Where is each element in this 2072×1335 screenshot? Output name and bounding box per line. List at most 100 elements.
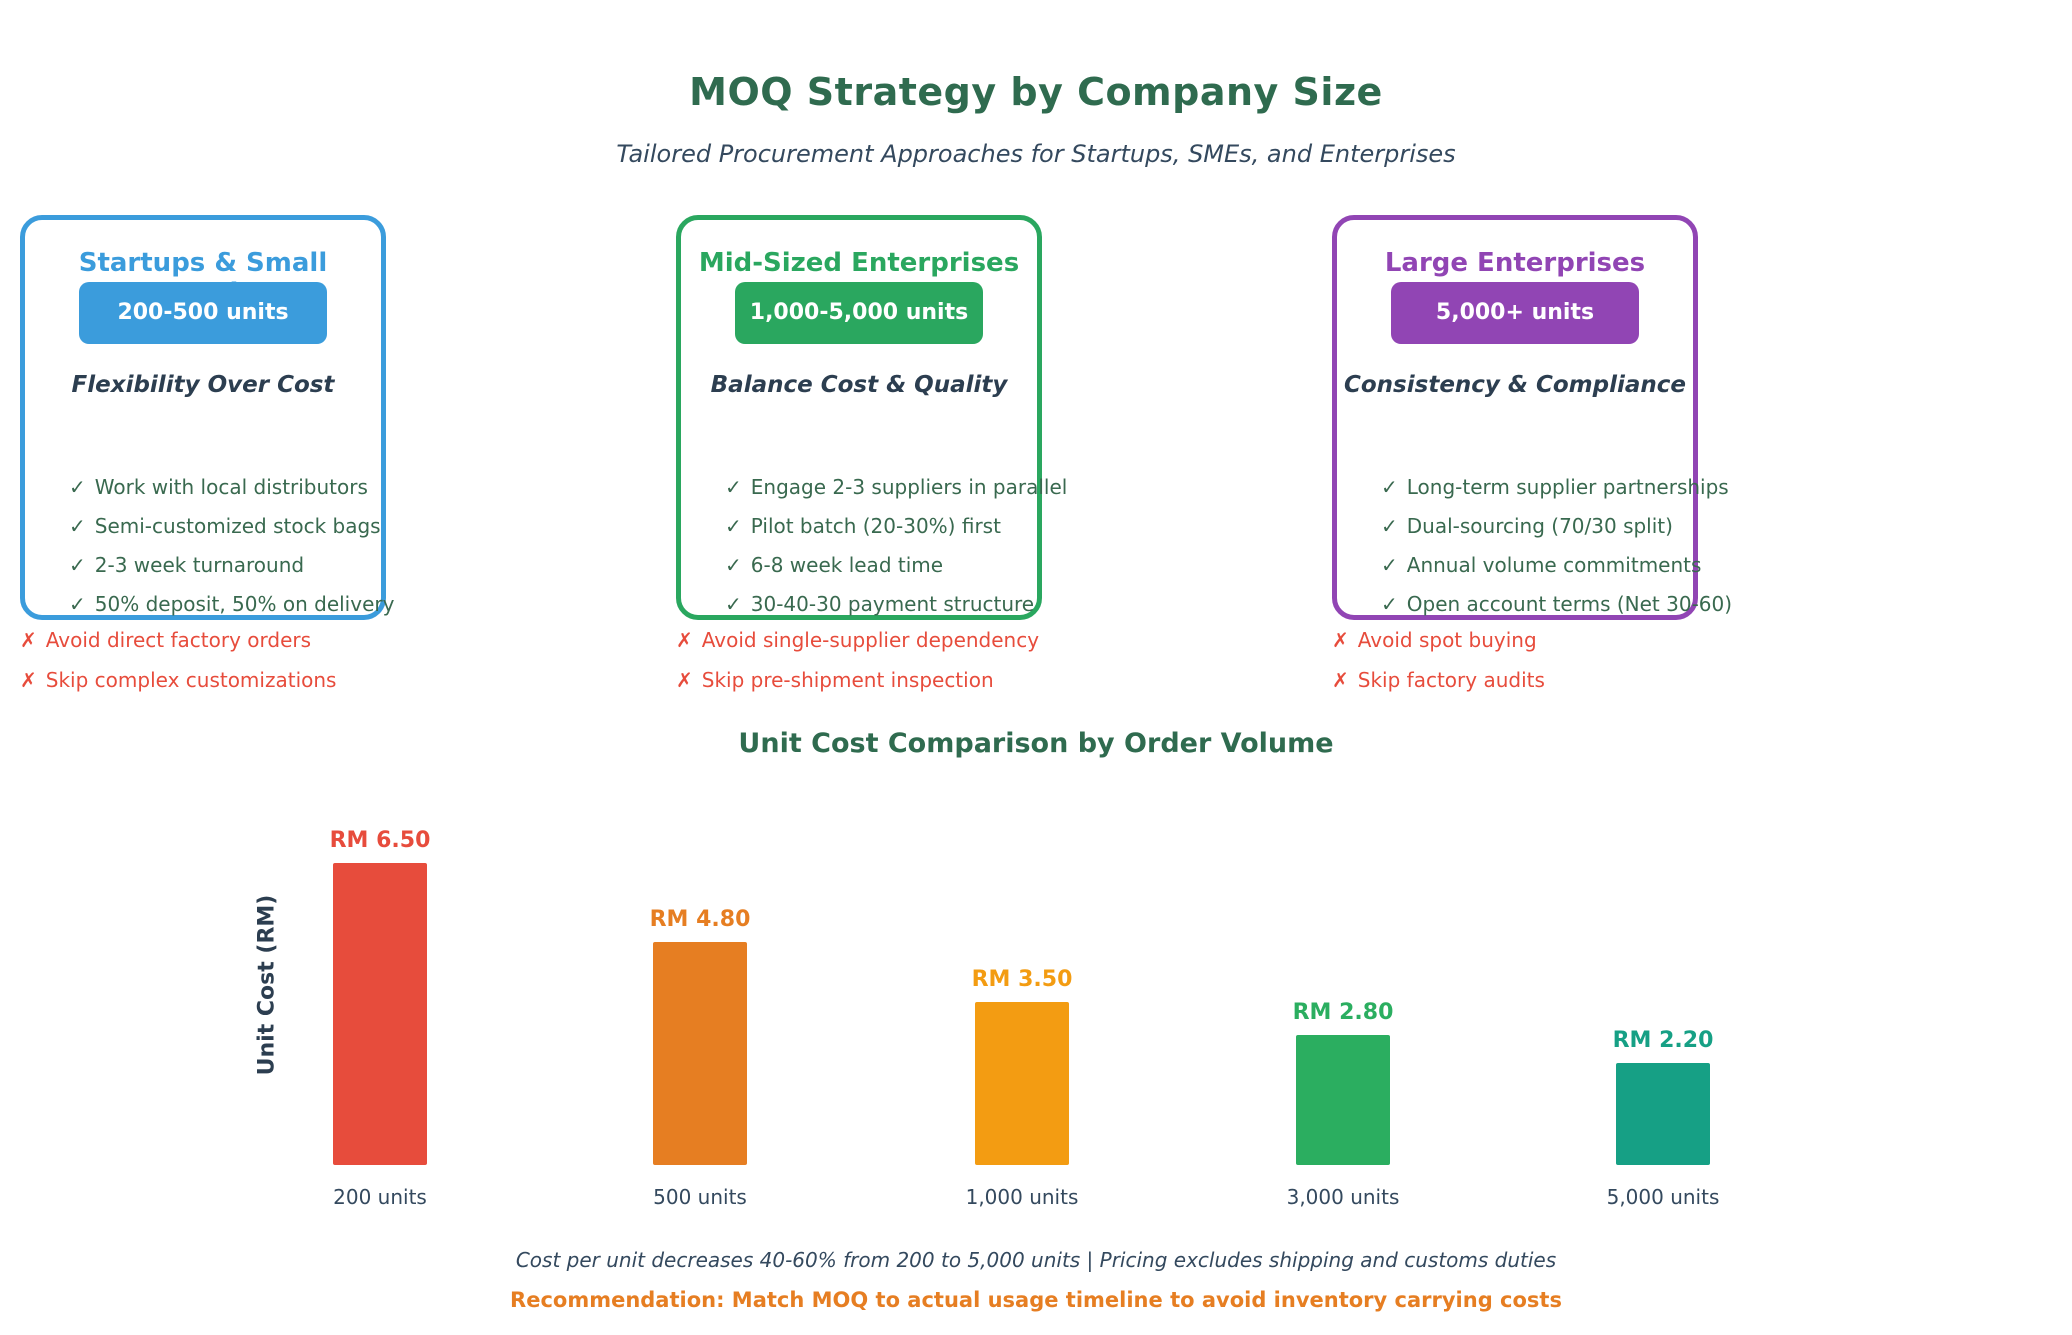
dont-item: ✗ Avoid spot buying [1332, 620, 1698, 660]
dont-list: ✗ Avoid single-supplier dependency ✗ Skip … [676, 620, 1042, 700]
bar-value-label: RM 2.20 [1612, 1028, 1714, 1053]
check-icon: ✓ [725, 553, 742, 577]
do-item: ✓ Open account terms (Net 30-60) [1381, 585, 1732, 624]
do-list: ✓ Engage 2-3 suppliers in parallel ✓ Pilot… [725, 468, 1067, 624]
do-list: ✓ Long-term supplier partnerships ✓ Dual-s… [1381, 468, 1732, 624]
cross-icon: ✗ [1332, 668, 1349, 692]
do-item-text: Dual-sourcing (70/30 split) [1406, 514, 1673, 538]
do-item: ✓ Long-term supplier partnerships [1381, 468, 1729, 507]
check-icon: ✓ [69, 514, 86, 538]
dont-item-text: Skip complex customizations [45, 668, 337, 692]
bar [333, 863, 427, 1165]
cross-icon: ✗ [676, 668, 693, 692]
check-icon: ✓ [1381, 514, 1398, 538]
check-icon: ✓ [1381, 592, 1398, 616]
check-icon: ✓ [725, 514, 742, 538]
card-strategy: Balance Cost & Quality [710, 372, 1008, 398]
chart-title: Unit Cost Comparison by Order Volume [738, 728, 1334, 759]
dont-item-text: Avoid spot buying [1357, 628, 1537, 652]
do-item-text: 30-40-30 payment structure [750, 592, 1035, 616]
check-icon: ✓ [69, 475, 86, 499]
bar-value-label: RM 3.50 [971, 967, 1073, 992]
dont-item-text: Avoid direct factory orders [45, 628, 312, 652]
x-axis-tick-label: 3,000 units [1286, 1185, 1400, 1209]
moq-badge: 1,000-5,000 units [735, 282, 983, 344]
card-strategy: Consistency & Compliance [1344, 372, 1686, 398]
x-axis-tick-label: 1,000 units [965, 1185, 1079, 1209]
do-item-text: 2-3 week turnaround [94, 553, 305, 577]
card-startups: Startups & Small Enterprises 200-500 uni… [20, 215, 394, 700]
do-item: ✓ Annual volume commitments [1381, 546, 1701, 585]
x-axis-tick-label: 200 units [333, 1185, 427, 1209]
bar-group: RM 3.50 [972, 967, 1072, 1165]
do-item: ✓ 2-3 week turnaround [69, 546, 373, 585]
bar-group: RM 2.20 [1613, 1028, 1713, 1165]
do-item-text: 50% deposit, 50% on delivery [94, 592, 395, 616]
do-item: ✓ 30-40-30 payment structure [725, 585, 1034, 624]
do-item-text: Pilot batch (20-30%) first [750, 514, 1001, 538]
dont-list: ✗ Avoid spot buying ✗ Skip factory audits [1332, 620, 1698, 700]
do-item: ✓ 50% deposit, 50% on delivery [69, 585, 394, 624]
bar-value-label: RM 2.80 [1292, 1000, 1394, 1025]
dont-list: ✗ Avoid direct factory orders ✗ Skip compl… [20, 620, 386, 700]
page-title: MOQ Strategy by Company Size [689, 70, 1383, 114]
bar-value-label: RM 6.50 [329, 828, 431, 853]
dont-item: ✗ Skip pre-shipment inspection [676, 660, 1042, 700]
bar [653, 942, 747, 1165]
do-item-text: Open account terms (Net 30-60) [1406, 592, 1733, 616]
check-icon: ✓ [1381, 475, 1398, 499]
do-item-text: Long-term supplier partnerships [1406, 475, 1729, 499]
do-item: ✓ Pilot batch (20-30%) first [725, 507, 1029, 546]
y-axis-label: Unit Cost (RM) [254, 894, 280, 1076]
do-item-text: Work with local distributors [94, 475, 368, 499]
cross-icon: ✗ [20, 668, 37, 692]
do-item-text: Semi-customized stock bags [94, 514, 381, 538]
do-list: ✓ Work with local distributors ✓ Semi-cust… [69, 468, 394, 624]
do-item-text: Annual volume commitments [1406, 553, 1702, 577]
bar [1296, 1035, 1390, 1165]
cross-icon: ✗ [676, 628, 693, 652]
check-icon: ✓ [69, 553, 86, 577]
check-icon: ✓ [725, 592, 742, 616]
footer-recommendation: Recommendation: Match MOQ to actual usag… [510, 1288, 1562, 1312]
do-item: ✓ 6-8 week lead time [725, 546, 1029, 585]
do-item: ✓ Engage 2-3 suppliers in parallel [725, 468, 1067, 507]
dont-item-text: Avoid single-supplier dependency [701, 628, 1040, 652]
x-axis-tick-label: 500 units [653, 1185, 747, 1209]
cross-icon: ✗ [20, 628, 37, 652]
bar-group: RM 6.50 [330, 828, 430, 1165]
check-icon: ✓ [69, 592, 86, 616]
dont-item: ✗ Skip complex customizations [20, 660, 386, 700]
card-box: Startups & Small Enterprises 200-500 uni… [20, 215, 394, 620]
dont-item-text: Skip factory audits [1357, 668, 1545, 692]
bar-value-label: RM 4.80 [649, 907, 751, 932]
x-axis-tick-label: 5,000 units [1606, 1185, 1720, 1209]
check-icon: ✓ [1381, 553, 1398, 577]
card-strategy: Flexibility Over Cost [71, 372, 335, 398]
bar-group: RM 2.80 [1293, 1000, 1393, 1165]
do-item-text: 6-8 week lead time [750, 553, 944, 577]
do-item: ✓ Semi-customized stock bags [69, 507, 381, 546]
card-box: Large Enterprises 5,000+ units Consisten… [1332, 215, 1732, 620]
dont-item-text: Skip pre-shipment inspection [701, 668, 994, 692]
moq-badge: 200-500 units [79, 282, 327, 344]
bar-group: RM 4.80 [650, 907, 750, 1165]
do-item: ✓ Dual-sourcing (70/30 split) [1381, 507, 1685, 546]
moq-badge: 5,000+ units [1391, 282, 1639, 344]
cross-icon: ✗ [1332, 628, 1349, 652]
footer-note: Cost per unit decreases 40-60% from 200 … [515, 1248, 1557, 1272]
card-title: Mid-Sized Enterprises [698, 248, 1020, 278]
do-item-text: Engage 2-3 suppliers in parallel [750, 475, 1068, 499]
bar [1616, 1063, 1710, 1165]
dont-item: ✗ Avoid direct factory orders [20, 620, 386, 660]
do-item: ✓ Work with local distributors [69, 468, 373, 507]
card-title: Large Enterprises [1384, 248, 1646, 278]
page-subtitle: Tailored Procurement Approaches for Star… [616, 140, 1456, 168]
dont-item: ✗ Avoid single-supplier dependency [676, 620, 1042, 660]
card-mid-sized: Mid-Sized Enterprises 1,000-5,000 units … [676, 215, 1067, 700]
bar [975, 1002, 1069, 1165]
dont-item: ✗ Skip factory audits [1332, 660, 1698, 700]
card-large: Large Enterprises 5,000+ units Consisten… [1332, 215, 1732, 700]
check-icon: ✓ [725, 475, 742, 499]
